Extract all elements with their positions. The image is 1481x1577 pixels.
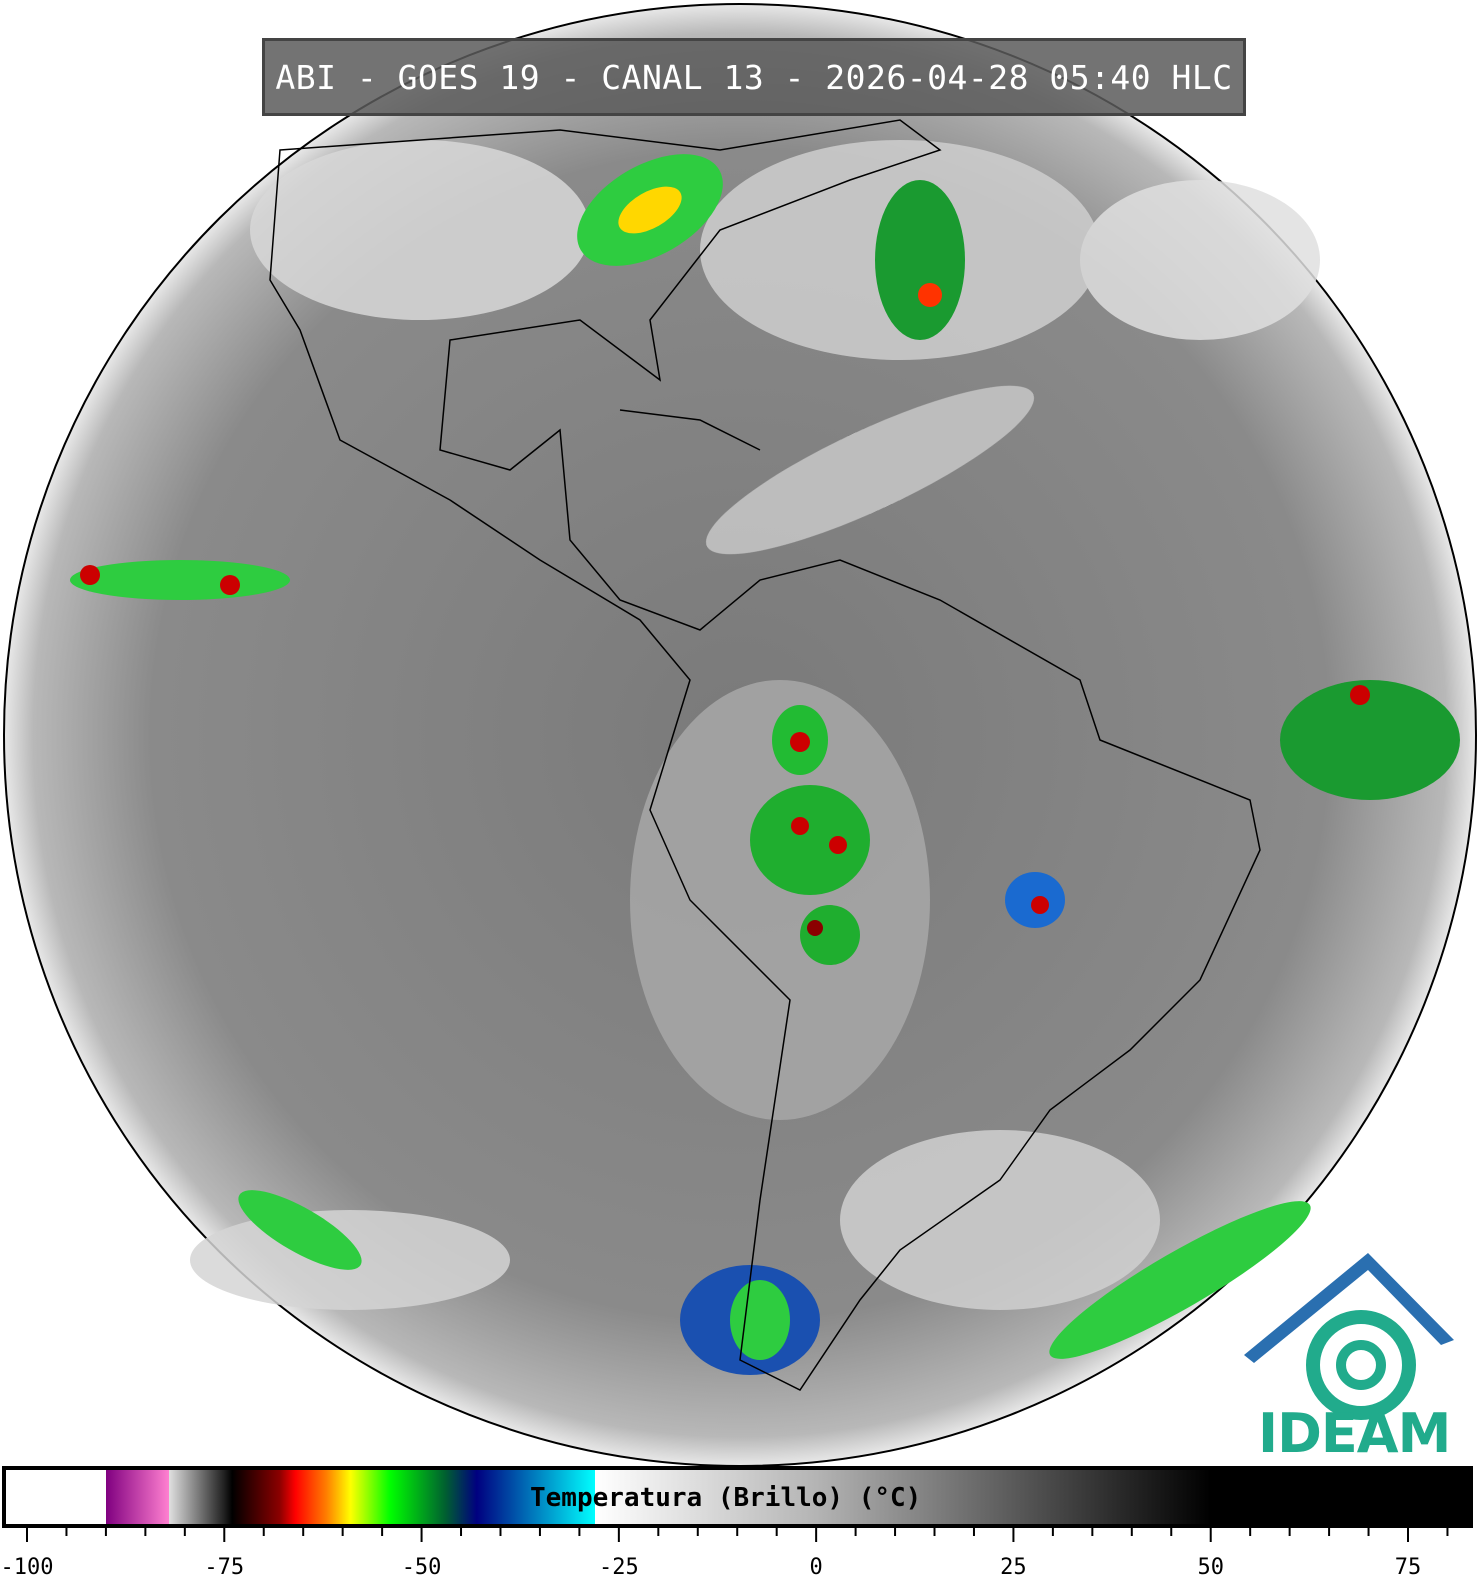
- convective-cells: [70, 154, 1460, 1375]
- image-title: ABI - GOES 19 - CANAL 13 - 2026-04-28 05…: [262, 38, 1246, 116]
- ideam-logo: [1244, 1253, 1454, 1420]
- tick-label: -100: [1, 1555, 54, 1577]
- coastlines: [269, 119, 1261, 1391]
- logo-text: IDEAM: [1258, 1402, 1451, 1465]
- tick-label: 50: [1197, 1555, 1224, 1577]
- tick-label: -75: [204, 1555, 244, 1577]
- colorbar-axis: -100 -75 -50 -25 0 25 50 75: [1, 1528, 1449, 1577]
- colorbar-label: Temperatura (Brillo) (°C): [530, 1483, 922, 1513]
- tick-label: 0: [810, 1555, 823, 1577]
- tick-label: 75: [1395, 1555, 1422, 1577]
- tick-label: 25: [1000, 1555, 1027, 1577]
- satellite-disk-image: [3, 3, 1477, 1467]
- tick-label: -25: [599, 1555, 639, 1577]
- temperature-colorbar: [2, 1466, 1473, 1528]
- tick-label: -50: [402, 1555, 442, 1577]
